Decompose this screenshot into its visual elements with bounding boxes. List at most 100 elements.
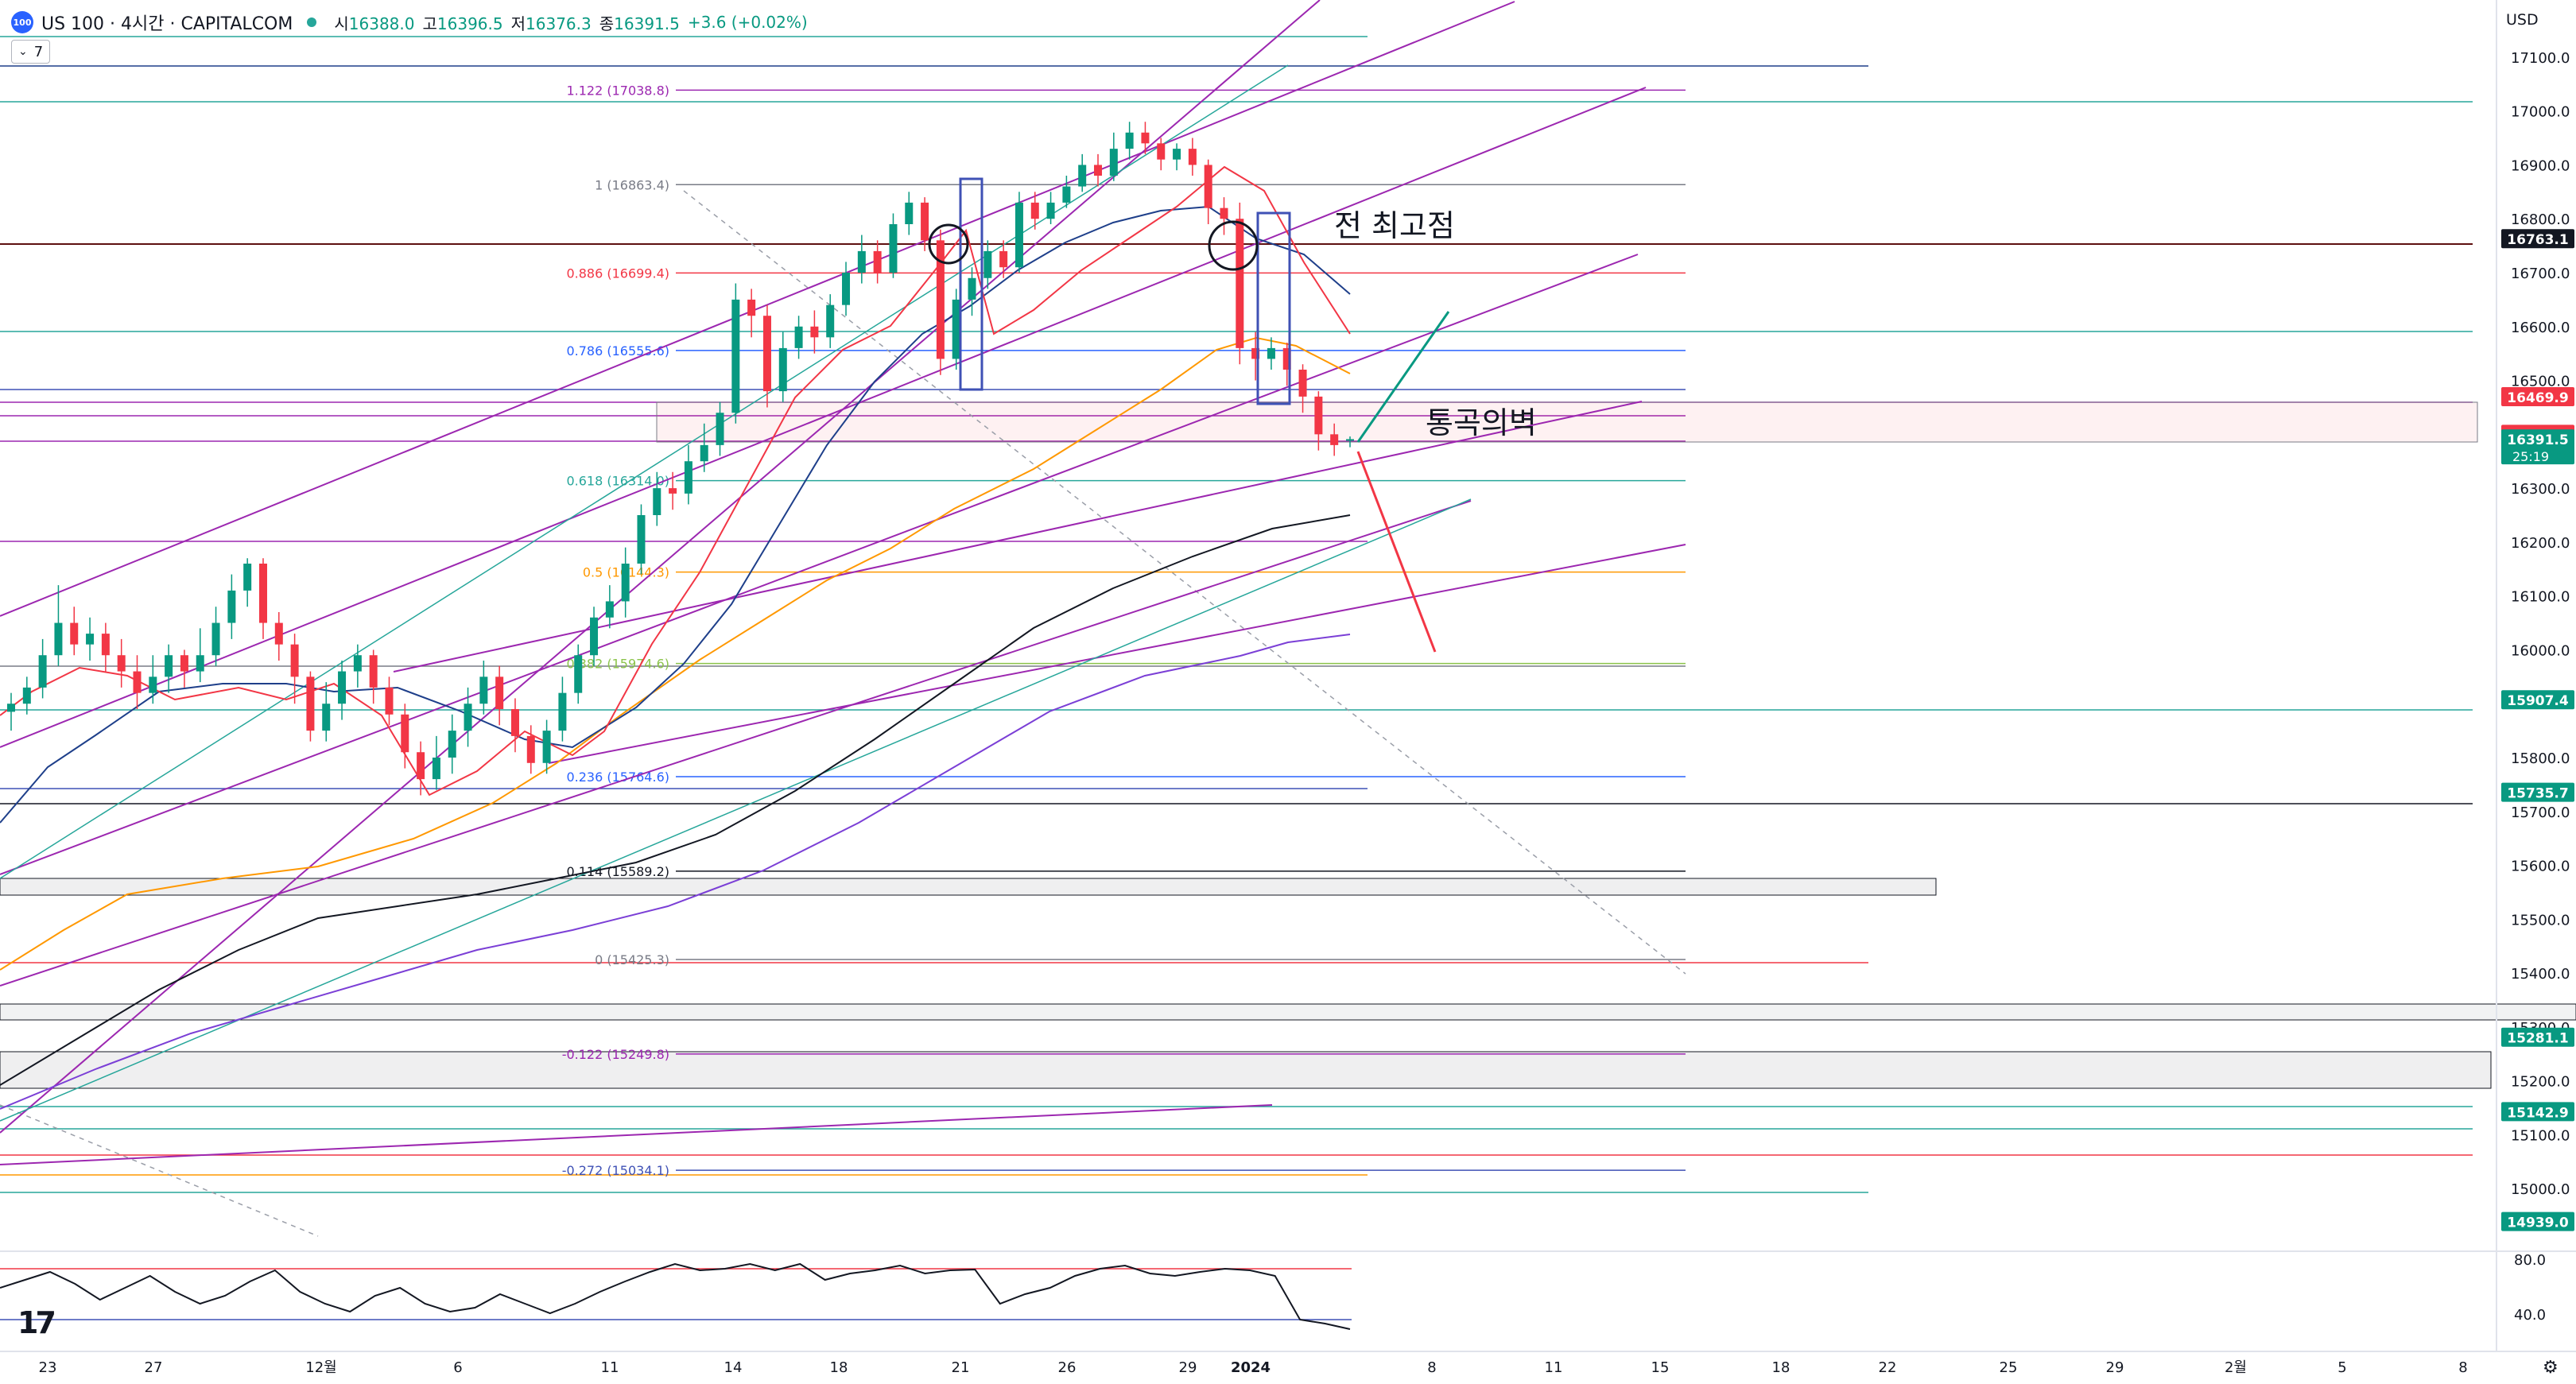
candle[interactable] xyxy=(1109,132,1118,181)
candle-body[interactable] xyxy=(227,590,236,623)
candle-body[interactable] xyxy=(1046,202,1055,219)
candle[interactable] xyxy=(921,197,929,251)
price-axis[interactable]: 17100.0 17000.0 16900.0 16800.0 16700.0 16600… xyxy=(2496,0,2574,1351)
candle[interactable] xyxy=(1330,423,1339,456)
candle[interactable] xyxy=(1125,122,1134,160)
candle[interactable] xyxy=(999,240,1008,278)
candle-body[interactable] xyxy=(936,240,945,359)
candle[interactable] xyxy=(1078,153,1087,192)
candle[interactable] xyxy=(968,267,976,316)
candle-body[interactable] xyxy=(1094,165,1103,176)
channel-line[interactable] xyxy=(0,254,1639,875)
candle-body[interactable] xyxy=(731,299,740,413)
candle[interactable] xyxy=(1173,143,1181,171)
candle[interactable] xyxy=(574,644,583,704)
candle-body[interactable] xyxy=(196,655,204,672)
highlight-box[interactable] xyxy=(1256,211,1291,405)
candle-body[interactable] xyxy=(1346,439,1354,441)
candle[interactable] xyxy=(826,294,835,348)
candle[interactable] xyxy=(684,444,692,505)
support-box-15300[interactable] xyxy=(0,1003,2576,1021)
candle[interactable] xyxy=(762,304,771,408)
marker-circle[interactable] xyxy=(928,223,969,265)
support-box-15589[interactable] xyxy=(0,878,1937,896)
candle-body[interactable] xyxy=(165,655,173,677)
candle[interactable] xyxy=(716,401,724,456)
candle[interactable] xyxy=(526,725,535,774)
candle-body[interactable] xyxy=(290,644,299,677)
moving-average-fast[interactable] xyxy=(0,165,1351,797)
candle-body[interactable] xyxy=(826,304,835,338)
candle-body[interactable] xyxy=(794,326,803,348)
candle-body[interactable] xyxy=(716,413,724,445)
support-box-15250[interactable] xyxy=(0,1051,2492,1089)
candle[interactable] xyxy=(1204,159,1212,224)
candle[interactable] xyxy=(731,283,740,424)
candle[interactable] xyxy=(290,634,299,704)
candle[interactable] xyxy=(905,192,914,235)
candle-body[interactable] xyxy=(637,515,646,564)
candle-body[interactable] xyxy=(243,564,252,591)
candle-body[interactable] xyxy=(762,316,771,392)
time-axis[interactable]: 23 27 12월 6 11 14 18 21 26 29 2024 8 11 15 18 22 25 29 2월 5… xyxy=(0,1351,2576,1378)
candle-body[interactable] xyxy=(873,250,882,273)
candle-body[interactable] xyxy=(621,564,630,602)
candle-body[interactable] xyxy=(479,676,488,704)
candle-body[interactable] xyxy=(1078,165,1087,187)
tradingview-logo-icon[interactable]: 17 xyxy=(17,1305,56,1340)
candle-body[interactable] xyxy=(495,676,504,709)
bearish-projection-line[interactable] xyxy=(1356,451,1437,653)
candle[interactable] xyxy=(70,607,79,656)
candle-body[interactable] xyxy=(1062,186,1071,203)
candle-body[interactable] xyxy=(1330,434,1339,445)
candle[interactable] xyxy=(889,213,898,278)
candle-body[interactable] xyxy=(1030,202,1039,219)
candle[interactable] xyxy=(1094,153,1103,187)
candle[interactable] xyxy=(952,289,960,370)
candle-body[interactable] xyxy=(747,299,756,316)
fib-trend-line[interactable] xyxy=(0,1104,319,1237)
fib-trend-line[interactable] xyxy=(683,190,1686,975)
candle[interactable] xyxy=(385,676,394,726)
candle-body[interactable] xyxy=(1014,202,1023,268)
channel-line[interactable] xyxy=(548,544,1686,764)
candle-body[interactable] xyxy=(86,634,95,645)
candle[interactable] xyxy=(133,655,142,709)
candle-body[interactable] xyxy=(258,564,267,623)
candle-body[interactable] xyxy=(684,461,692,494)
candle-body[interactable] xyxy=(1251,347,1260,359)
candle[interactable] xyxy=(1157,138,1166,171)
candle-body[interactable] xyxy=(1220,207,1228,219)
candle-body[interactable] xyxy=(1141,132,1150,144)
candle-body[interactable] xyxy=(1282,347,1291,370)
candle[interactable] xyxy=(464,687,472,747)
trend-line[interactable] xyxy=(0,64,1289,879)
candle[interactable] xyxy=(1030,192,1039,230)
candle[interactable] xyxy=(842,262,851,316)
candle-body[interactable] xyxy=(432,758,440,780)
candle-body[interactable] xyxy=(1157,143,1166,160)
candle-body[interactable] xyxy=(70,622,79,645)
candle[interactable] xyxy=(117,638,126,688)
candle[interactable] xyxy=(1014,192,1023,273)
candle-body[interactable] xyxy=(778,347,787,392)
candle-body[interactable] xyxy=(38,655,47,688)
candle-body[interactable] xyxy=(526,735,535,763)
candle-body[interactable] xyxy=(510,709,519,736)
candle[interactable] xyxy=(165,644,173,693)
channel-line[interactable] xyxy=(0,1104,1273,1165)
candle-body[interactable] xyxy=(149,676,157,693)
candle[interactable] xyxy=(448,714,456,774)
candle[interactable] xyxy=(637,504,646,575)
candle-body[interactable] xyxy=(417,752,425,780)
candle[interactable] xyxy=(338,661,347,720)
candle-body[interactable] xyxy=(22,687,31,704)
candle[interactable] xyxy=(86,617,95,661)
price-tag[interactable]: 14939.0 xyxy=(2501,1211,2574,1231)
candle-body[interactable] xyxy=(889,224,898,273)
candle[interactable] xyxy=(700,423,708,472)
candle[interactable] xyxy=(1346,436,1354,448)
candle-body[interactable] xyxy=(306,676,315,731)
candle-body[interactable] xyxy=(700,444,708,462)
candle-body[interactable] xyxy=(464,704,472,731)
